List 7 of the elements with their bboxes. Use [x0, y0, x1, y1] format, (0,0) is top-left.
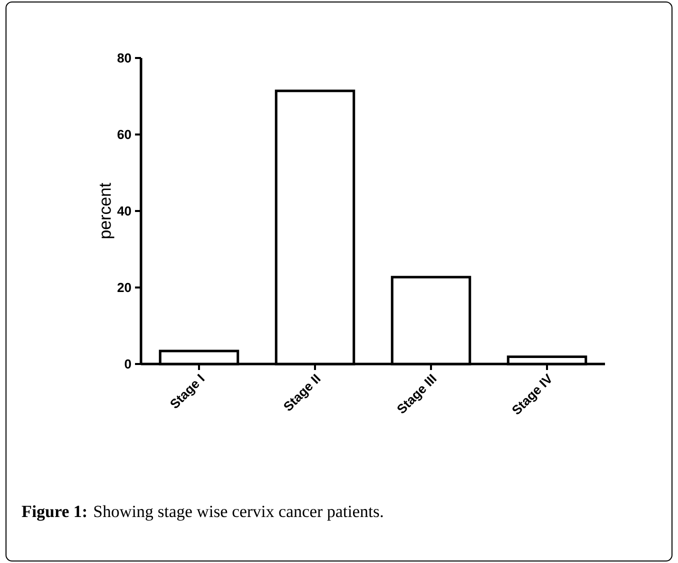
y-tick-label: 40 — [117, 206, 131, 216]
y-tick-label: 0 — [124, 359, 131, 369]
y-tick-label: 20 — [118, 282, 131, 292]
text: Figure 1: Showing stage wise cervix cancer patients. — [22, 505, 383, 521]
y-axis-title: percent — [100, 182, 114, 238]
y-tick-label: 80 — [117, 53, 131, 63]
y-tick-label: 60 — [118, 130, 131, 140]
